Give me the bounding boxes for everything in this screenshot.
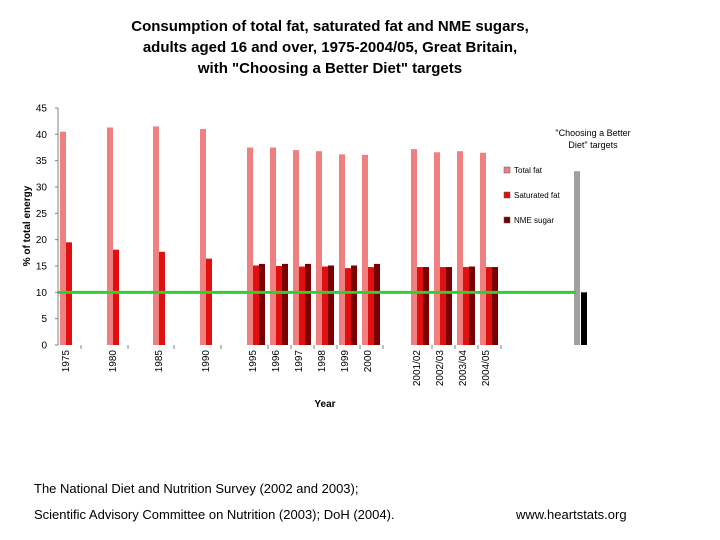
bar-nme-sugar [351,265,357,345]
x-tick-label: 1998 [317,350,328,373]
bar-total-fat [200,129,206,345]
source-line-1: The National Diet and Nutrition Survey (… [34,481,359,496]
chart-title: Consumption of total fat, saturated fat … [80,16,580,79]
bar-total-fat [60,131,66,345]
y-tick-label: 25 [36,209,48,220]
bar-total-fat [153,126,159,345]
legend-label: Saturated fat [514,191,561,200]
source-line-2: Scientific Advisory Committee on Nutriti… [34,507,395,522]
y-tick-label: 40 [36,130,48,141]
bar-saturated-fat [440,267,446,345]
x-axis-label: Year [314,399,335,410]
bar-total-fat [434,152,440,345]
bar-nme-sugar [328,265,334,345]
legend-label: NME sugar [514,216,554,225]
chart-title-line-2: adults aged 16 and over, 1975-2004/05, G… [142,39,518,56]
bar-nme-sugar [259,263,265,345]
bar-saturated-fat [159,251,165,345]
bar-total-fat [270,147,276,345]
y-tick-label: 5 [41,314,47,325]
bar-saturated-fat [299,266,305,345]
y-tick-label: 35 [36,156,48,167]
x-tick-label: 1997 [294,350,305,373]
y-tick-label: 30 [36,183,48,194]
x-tick-label: 1985 [154,350,165,373]
bar-total-fat [480,152,486,345]
x-tick-label: 1999 [340,350,351,373]
bar-total-fat [247,147,253,345]
bar-nme-sugar [423,267,429,345]
bar-saturated-fat [345,268,351,345]
bar-nme-sugar [374,263,380,345]
bar-saturated-fat [417,267,423,345]
legend-label: Total fat [514,166,543,175]
bar-saturated-fat [276,266,282,345]
chart: "Choosing a Better Diet" targets 0 5 10 15 20… [22,104,631,411]
y-tick-label: 15 [36,262,48,273]
legend-swatch [503,216,511,224]
bar-saturated-fat [113,249,119,345]
target-bar-nme-sugar-target [581,292,587,345]
x-tick-label: 1995 [248,350,259,373]
x-tick-label: 1975 [61,350,72,373]
y-tick-label: 0 [41,341,47,352]
bar-total-fat [316,151,322,345]
x-tick-label: 2001/02 [412,350,423,387]
bar-nme-sugar [469,266,475,345]
bar-total-fat [457,151,463,345]
chart-title-line-3: with "Choosing a Better Diet" targets [197,60,463,77]
legend-swatch [503,166,511,174]
y-tick-label: 45 [36,104,48,115]
x-tick-label: 2000 [363,350,374,373]
target-bar-total-fat-target [574,171,580,345]
x-tick-label: 1996 [271,350,282,373]
x-tick-label: 1990 [201,350,212,373]
bar-saturated-fat [253,265,259,345]
bar-saturated-fat [206,258,212,345]
y-axis-label: % of total energy [22,185,33,266]
bar-saturated-fat [486,267,492,345]
y-tick-label: 20 [36,235,48,246]
legend-swatch [503,191,511,199]
bar-nme-sugar [305,263,311,345]
targets-label: "Choosing a Better Diet" targets [555,128,630,150]
bar-saturated-fat [463,267,469,345]
bar-saturated-fat [322,266,328,345]
bar-total-fat [107,127,113,345]
bar-total-fat [339,154,345,345]
x-tick-label: 2002/03 [435,350,446,387]
y-tick-label: 10 [36,288,48,299]
x-tick-label: 1980 [108,350,119,373]
bar-total-fat [411,149,417,345]
source-website: www.heartstats.org [516,507,627,522]
bar-total-fat [362,154,368,345]
bar-nme-sugar [446,267,452,345]
bar-nme-sugar [492,267,498,345]
bar-nme-sugar [282,263,288,345]
x-tick-label: 2004/05 [481,350,492,387]
x-tick-label: 2003/04 [458,350,469,387]
chart-title-line-1: Consumption of total fat, saturated fat … [131,18,529,35]
bar-saturated-fat [368,267,374,345]
bar-total-fat [293,150,299,345]
